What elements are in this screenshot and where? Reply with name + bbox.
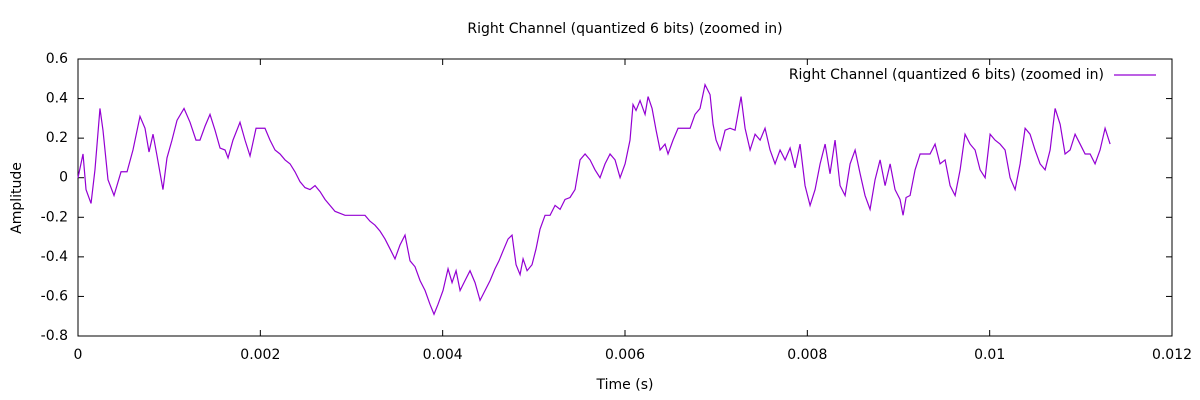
y-tick-label: -0.6 [41,288,68,304]
y-tick-label: 0.2 [46,130,68,146]
y-tick-label: 0.6 [46,51,68,67]
x-tick-label: 0.008 [787,347,827,363]
y-tick-label: -0.8 [41,328,68,344]
y-tick-label: 0.4 [46,91,68,107]
x-tick-label: 0.01 [974,347,1005,363]
legend-label: Right Channel (quantized 6 bits) (zoomed… [789,67,1104,83]
series-line [77,82,1111,316]
x-tick-label: 0 [74,347,83,363]
x-tick-label: 0.002 [240,347,280,363]
x-tick-label: 0.012 [1152,347,1192,363]
x-tick-label: 0.004 [423,347,463,363]
x-tick-label: 0.006 [605,347,645,363]
y-axis-label: Amplitude [9,162,25,234]
y-tick-label: 0 [59,170,68,186]
y-tick-label: -0.4 [41,249,68,265]
plot-border [77,58,1173,337]
y-tick-label: -0.2 [41,209,68,225]
chart-title: Right Channel (quantized 6 bits) (zoomed… [467,21,782,37]
x-axis-label: Time (s) [596,377,654,393]
